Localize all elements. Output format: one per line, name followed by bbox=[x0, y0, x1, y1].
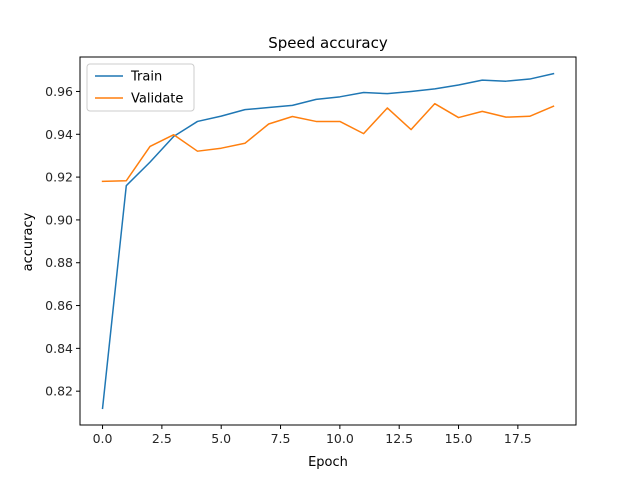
legend-label-train: Train bbox=[130, 70, 162, 85]
legend: Train Validate bbox=[86, 63, 195, 112]
y-tick-label: 0.90 bbox=[45, 212, 73, 227]
legend-label-validate: Validate bbox=[131, 92, 183, 107]
series-line-validate bbox=[101, 102, 555, 183]
x-tick-label: 15.0 bbox=[445, 431, 473, 446]
x-tick-label: 2.5 bbox=[152, 431, 172, 446]
series-line-train bbox=[101, 72, 555, 410]
series-lines bbox=[101, 72, 555, 410]
y-tick-label: 0.96 bbox=[45, 84, 73, 99]
plot-frame bbox=[79, 56, 577, 426]
chart-title: Speed accuracy bbox=[268, 34, 388, 52]
x-tick-label: 17.5 bbox=[504, 431, 532, 446]
x-tick-label: 12.5 bbox=[385, 431, 413, 446]
y-tick-label: 0.94 bbox=[45, 127, 73, 142]
x-tick-label: 5.0 bbox=[211, 431, 231, 446]
x-ticks: 0.0 2.5 5.0 7.5 10.0 12.5 15.0 17.5 bbox=[93, 425, 532, 446]
x-tick-label: 10.0 bbox=[326, 431, 354, 446]
y-tick-label: 0.84 bbox=[45, 341, 73, 356]
y-tick-label: 0.92 bbox=[45, 170, 73, 185]
x-tick-label: 7.5 bbox=[271, 431, 291, 446]
x-tick-label: 0.0 bbox=[93, 431, 113, 446]
y-axis-label: accuracy bbox=[21, 212, 36, 271]
x-axis-label: Epoch bbox=[308, 455, 348, 470]
y-tick-label: 0.86 bbox=[45, 298, 73, 313]
y-tick-label: 0.82 bbox=[45, 384, 73, 399]
y-ticks: 0.82 0.84 0.86 0.88 0.90 0.92 0.94 0.96 bbox=[45, 84, 80, 399]
y-tick-label: 0.88 bbox=[45, 255, 73, 270]
